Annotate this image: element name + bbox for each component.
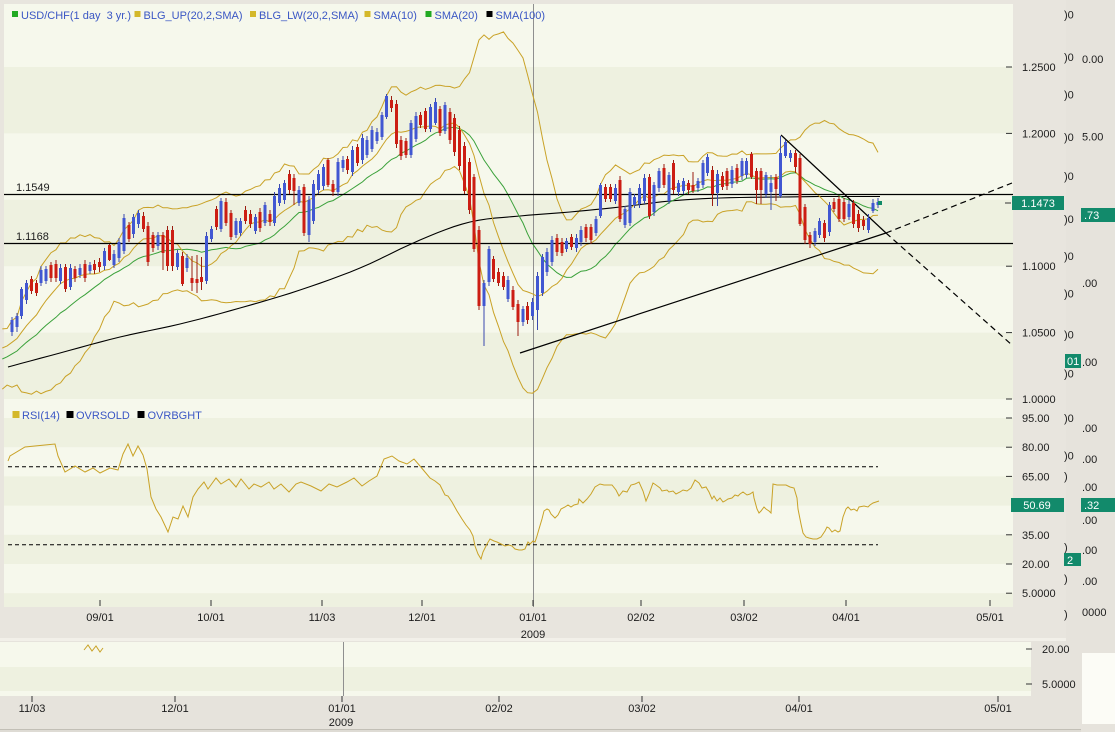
svg-text:)0: )0 — [1064, 251, 1074, 263]
svg-text:50.69: 50.69 — [1023, 500, 1051, 512]
svg-text:)0: )0 — [1064, 289, 1074, 301]
svg-text:04/01: 04/01 — [832, 612, 860, 624]
svg-text:)0: )0 — [1064, 90, 1074, 102]
svg-text:): ) — [1064, 609, 1068, 621]
svg-text:BLG_LW(20,2,SMA): BLG_LW(20,2,SMA) — [259, 10, 358, 22]
svg-text:)0: )0 — [1064, 330, 1074, 342]
svg-text:03/02: 03/02 — [730, 612, 758, 624]
svg-text:)0: )0 — [1064, 52, 1074, 64]
svg-text:1.2000: 1.2000 — [1022, 128, 1056, 140]
svg-text:USD/CHF(1 day 3 yr.): USD/CHF(1 day 3 yr.) — [21, 10, 131, 22]
svg-text:05/01: 05/01 — [984, 703, 1012, 715]
svg-text:80.00: 80.00 — [1022, 442, 1050, 454]
svg-text:.00: .00 — [1082, 576, 1097, 588]
svg-text:35.00: 35.00 — [1022, 530, 1050, 542]
svg-text:12/01: 12/01 — [161, 703, 189, 715]
svg-text:BLG_UP(20,2,SMA): BLG_UP(20,2,SMA) — [144, 10, 243, 22]
svg-text:5.00: 5.00 — [1082, 132, 1103, 144]
svg-text:0.00: 0.00 — [1082, 54, 1103, 66]
svg-text:20.00: 20.00 — [1022, 559, 1050, 571]
svg-text:.73: .73 — [1084, 210, 1099, 222]
svg-text:SMA(100): SMA(100) — [496, 10, 546, 22]
svg-text:1.0500: 1.0500 — [1022, 328, 1056, 340]
svg-text:RSI(14): RSI(14) — [22, 410, 60, 422]
svg-text:)0: )0 — [1064, 132, 1074, 144]
svg-text:11/03: 11/03 — [19, 703, 46, 715]
svg-text:11/03: 11/03 — [309, 612, 336, 624]
svg-text:.00: .00 — [1082, 278, 1097, 290]
svg-text:)0: )0 — [1064, 451, 1074, 463]
svg-text:.00: .00 — [1082, 423, 1097, 435]
svg-text:0000: 0000 — [1082, 607, 1106, 619]
svg-text:.00: .00 — [1082, 515, 1097, 527]
svg-text:09/01: 09/01 — [86, 612, 114, 624]
svg-text:SMA(20): SMA(20) — [435, 10, 478, 22]
svg-text:)0: )0 — [1064, 171, 1074, 183]
svg-text:1.1473: 1.1473 — [1021, 198, 1055, 210]
svg-text:01/01: 01/01 — [328, 703, 356, 715]
svg-text:.32: .32 — [1084, 500, 1099, 512]
svg-text:): ) — [1064, 574, 1068, 586]
svg-text:)0: )0 — [1064, 369, 1074, 381]
svg-text:.00: .00 — [1082, 545, 1097, 557]
svg-text:)0: )0 — [1064, 413, 1074, 425]
svg-text:20.00: 20.00 — [1042, 644, 1070, 656]
svg-text:65.00: 65.00 — [1022, 471, 1050, 483]
svg-text:OVRBGHT: OVRBGHT — [148, 410, 203, 422]
svg-text:04/01: 04/01 — [785, 703, 813, 715]
svg-text:): ) — [1064, 542, 1068, 554]
svg-text:02/02: 02/02 — [627, 612, 655, 624]
svg-text:12/01: 12/01 — [408, 612, 436, 624]
svg-text:2009: 2009 — [329, 717, 353, 729]
svg-text:)0: )0 — [1064, 10, 1074, 22]
svg-text:01: 01 — [1067, 356, 1079, 368]
svg-text:1.1549: 1.1549 — [16, 182, 50, 194]
svg-text:02/02: 02/02 — [485, 703, 513, 715]
svg-text:): ) — [1064, 471, 1068, 483]
svg-text:01/01: 01/01 — [519, 612, 547, 624]
svg-text:OVRSOLD: OVRSOLD — [76, 410, 130, 422]
svg-text:95.00: 95.00 — [1022, 413, 1050, 425]
svg-text:.00: .00 — [1082, 454, 1097, 466]
svg-text:03/02: 03/02 — [628, 703, 656, 715]
svg-text:5.0000: 5.0000 — [1022, 588, 1056, 600]
svg-text:5.0000: 5.0000 — [1042, 679, 1076, 691]
svg-text:05/01: 05/01 — [976, 612, 1004, 624]
svg-text:1.1000: 1.1000 — [1022, 261, 1056, 273]
svg-text:1.2500: 1.2500 — [1022, 62, 1056, 74]
svg-text:2: 2 — [1067, 555, 1073, 567]
svg-text:.00: .00 — [1082, 482, 1097, 494]
svg-text:1.0000: 1.0000 — [1022, 394, 1056, 406]
svg-text:)0: )0 — [1064, 214, 1074, 226]
svg-text:10/01: 10/01 — [197, 612, 225, 624]
svg-text:1.1168: 1.1168 — [16, 231, 49, 243]
svg-text:.00: .00 — [1082, 357, 1097, 369]
svg-text:SMA(10): SMA(10) — [374, 10, 417, 22]
